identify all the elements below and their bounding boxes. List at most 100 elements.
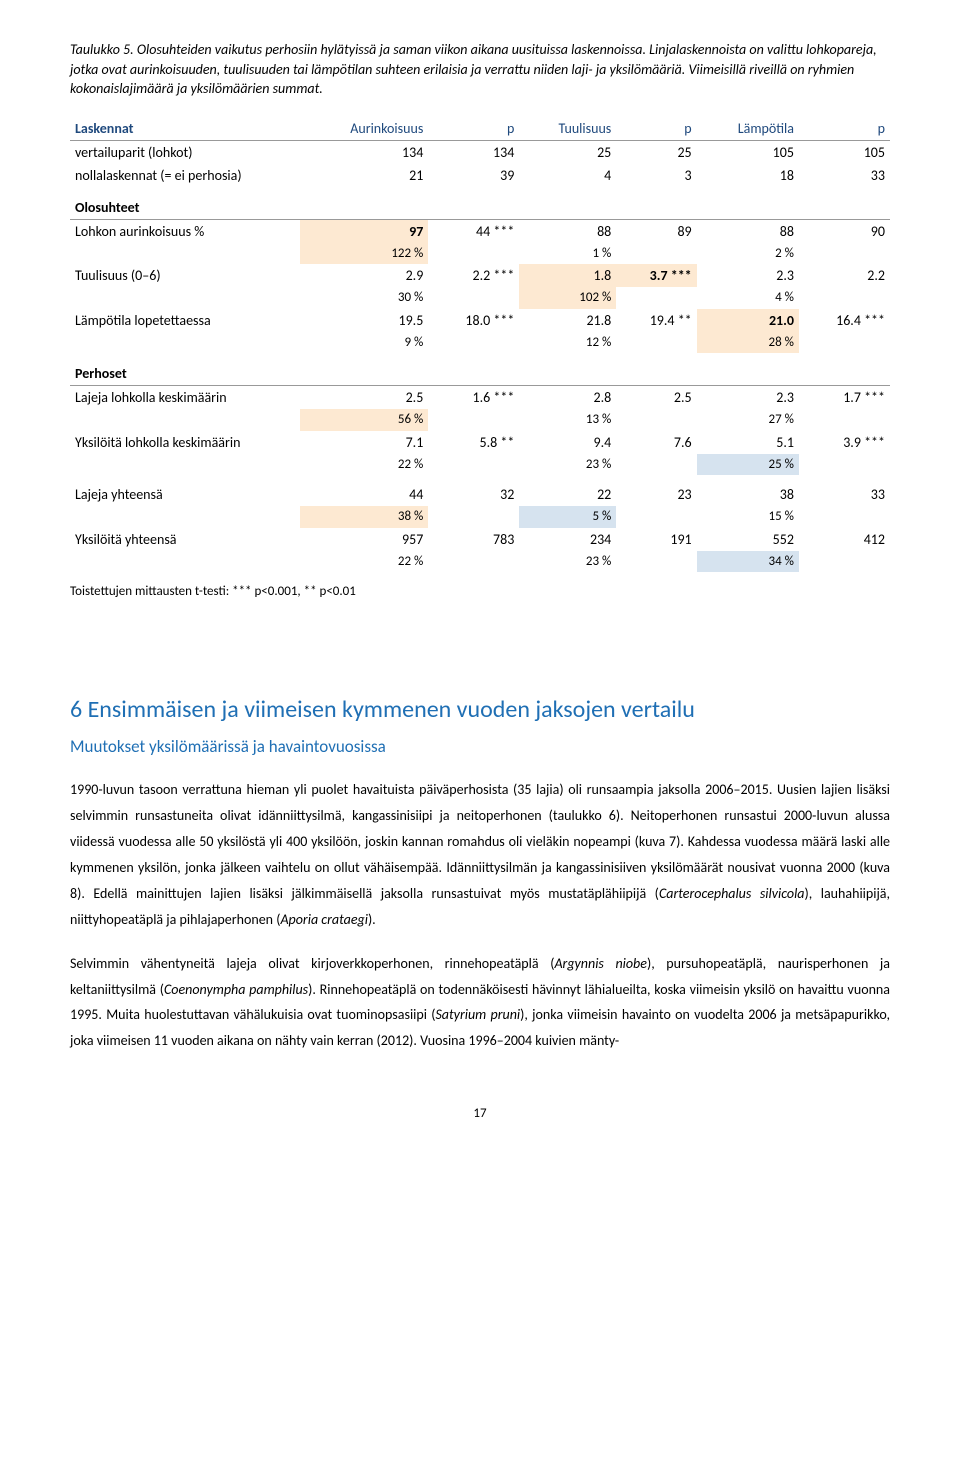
cell: 21 — [300, 164, 428, 187]
col-p3: p — [799, 117, 890, 141]
cell: 39 — [428, 164, 519, 187]
cell: 88 — [519, 219, 616, 243]
pct: 15 % — [697, 506, 799, 528]
col-tuulisuus: Tuulisuus — [519, 117, 616, 141]
section-perhoset: Perhoset — [70, 353, 890, 386]
cell: 1.7 *** — [799, 386, 890, 410]
cell: 105 — [697, 140, 799, 164]
cell: 234 — [519, 528, 616, 551]
cell: 9.4 — [519, 431, 616, 454]
pct: 30 % — [300, 287, 428, 309]
cell: 957 — [300, 528, 428, 551]
cell: 25 — [616, 140, 696, 164]
cell: 19.4 ** — [616, 309, 696, 332]
pct: 38 % — [300, 506, 428, 528]
cell: 3.9 *** — [799, 431, 890, 454]
cell: 2.5 — [616, 386, 696, 410]
cell: 2.3 — [697, 386, 799, 410]
text: Selvimmin vähentyneitä lajeja olivat kir… — [70, 955, 554, 972]
cell: 2.3 — [697, 264, 799, 287]
cell: 5.8 ** — [428, 431, 519, 454]
row-label: vertailuparit (lohkot) — [70, 140, 300, 164]
cell: 4 — [519, 164, 616, 187]
col-p1: p — [428, 117, 519, 141]
cell: 2.2 *** — [428, 264, 519, 287]
cell: 18.0 *** — [428, 309, 519, 332]
cell: 134 — [428, 140, 519, 164]
cell: 783 — [428, 528, 519, 551]
pct: 22 % — [300, 454, 428, 476]
cell: 21.8 — [519, 309, 616, 332]
cell: 7.1 — [300, 431, 428, 454]
row-label: Yksilöitä lohkolla keskimäärin — [70, 431, 300, 454]
pct: 1 % — [519, 243, 616, 265]
cell: 89 — [616, 219, 696, 243]
cell: 33 — [799, 164, 890, 187]
cell: 2.9 — [300, 264, 428, 287]
row-label: Lämpötila lopetettaessa — [70, 309, 300, 332]
pct: 9 % — [300, 332, 428, 354]
col-laskennat: Laskennat — [70, 117, 300, 141]
col-p2: p — [616, 117, 696, 141]
table-footnote: Toistettujen mittausten t-testi: *** p<0… — [70, 582, 890, 602]
species: Coenonympha pamphilus — [164, 981, 308, 998]
col-lampotila: Lämpötila — [697, 117, 799, 141]
cell: 88 — [697, 219, 799, 243]
paragraph-1: 1990-luvun tasoon verrattuna hieman yli … — [70, 777, 890, 932]
cell: 5.1 — [697, 431, 799, 454]
pct: 12 % — [519, 332, 616, 354]
pct: 23 % — [519, 454, 616, 476]
page-number: 17 — [70, 1104, 890, 1124]
row-label: Yksilöitä yhteensä — [70, 528, 300, 551]
cell: 23 — [616, 483, 696, 506]
species: Argynnis niobe — [554, 955, 647, 972]
row-label: Lajeja lohkolla keskimäärin — [70, 386, 300, 410]
cell: 7.6 — [616, 431, 696, 454]
row-label: Tuulisuus (0–6) — [70, 264, 300, 287]
cell: 32 — [428, 483, 519, 506]
species: Satyrium pruni — [435, 1006, 520, 1023]
cell: 22 — [519, 483, 616, 506]
pct: 122 % — [300, 243, 428, 265]
cell: 3.7 *** — [616, 264, 696, 287]
table-caption: Taulukko 5. Olosuhteiden vaikutus perhos… — [70, 40, 890, 99]
cell: 1.8 — [519, 264, 616, 287]
pct: 25 % — [697, 454, 799, 476]
cell: 18 — [697, 164, 799, 187]
pct: 28 % — [697, 332, 799, 354]
cell: 19.5 — [300, 309, 428, 332]
cell: 1.6 *** — [428, 386, 519, 410]
cell: 16.4 *** — [799, 309, 890, 332]
pct: 23 % — [519, 551, 616, 573]
row-label: nollalaskennat (= ei perhosia) — [70, 164, 300, 187]
pct: 22 % — [300, 551, 428, 573]
cell: 3 — [616, 164, 696, 187]
cell: 44 — [300, 483, 428, 506]
col-aurinkoisuus: Aurinkoisuus — [300, 117, 428, 141]
cell: 33 — [799, 483, 890, 506]
pct: 5 % — [519, 506, 616, 528]
cell: 2.2 — [799, 264, 890, 287]
species: Carterocephalus silvicola — [659, 885, 805, 902]
pct: 102 % — [519, 287, 616, 309]
cell: 552 — [697, 528, 799, 551]
subsection-heading: Muutokset yksilömäärissä ja havaintovuos… — [70, 734, 890, 760]
cell: 134 — [300, 140, 428, 164]
cell: 2.5 — [300, 386, 428, 410]
cell: 97 — [300, 219, 428, 243]
row-label: Lajeja yhteensä — [70, 483, 300, 506]
cell: 191 — [616, 528, 696, 551]
pct: 56 % — [300, 409, 428, 431]
pct: 13 % — [519, 409, 616, 431]
pct: 34 % — [697, 551, 799, 573]
pct: 4 % — [697, 287, 799, 309]
comparison-table: Laskennat Aurinkoisuus p Tuulisuus p Läm… — [70, 117, 890, 573]
cell: 105 — [799, 140, 890, 164]
cell: 90 — [799, 219, 890, 243]
cell: 38 — [697, 483, 799, 506]
cell: 2.8 — [519, 386, 616, 410]
text: 1990-luvun tasoon verrattuna hieman yli … — [70, 781, 890, 902]
section-olosuhteet: Olosuhteet — [70, 187, 890, 220]
section-heading: 6 Ensimmäisen ja viimeisen kymmenen vuod… — [70, 692, 890, 728]
pct: 27 % — [697, 409, 799, 431]
